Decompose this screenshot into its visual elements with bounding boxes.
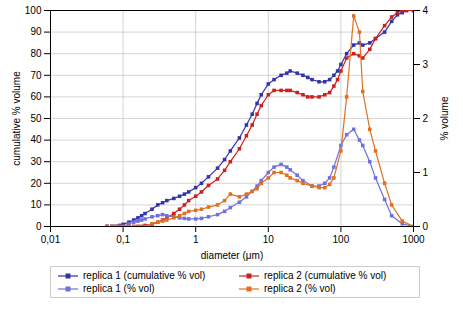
svg-text:50: 50 xyxy=(30,113,42,124)
html-text:replica 1 (% vol): replica 1 (% vol) xyxy=(83,283,155,294)
svg-text:1000: 1000 xyxy=(402,234,425,245)
svg-text:% volume: % volume xyxy=(439,96,450,140)
svg-text:0: 0 xyxy=(423,221,429,232)
svg-text:0,01: 0,01 xyxy=(41,234,61,245)
svg-text:0,1: 0,1 xyxy=(116,234,130,245)
svg-text:cumulative % volume: cumulative % volume xyxy=(11,71,22,166)
html-text:replica 2 (% vol): replica 2 (% vol) xyxy=(264,283,336,294)
svg-text:90: 90 xyxy=(30,26,42,37)
svg-text:diameter (μm): diameter (μm) xyxy=(201,250,263,261)
html-text:replica 2 (cumulative % vol): replica 2 (cumulative % vol) xyxy=(264,270,387,281)
svg-text:70: 70 xyxy=(30,70,42,81)
svg-text:30: 30 xyxy=(30,156,42,167)
svg-text:20: 20 xyxy=(30,178,42,189)
svg-text:60: 60 xyxy=(30,91,42,102)
svg-text:100: 100 xyxy=(25,5,42,16)
svg-text:40: 40 xyxy=(30,134,42,145)
svg-text:0: 0 xyxy=(36,221,42,232)
svg-text:1: 1 xyxy=(193,234,199,245)
svg-text:4: 4 xyxy=(423,5,429,16)
svg-text:3: 3 xyxy=(423,59,429,70)
svg-text:1: 1 xyxy=(423,167,429,178)
svg-text:2: 2 xyxy=(423,113,429,124)
svg-text:100: 100 xyxy=(333,234,350,245)
html-text:replica 1 (cumulative % vol): replica 1 (cumulative % vol) xyxy=(83,270,206,281)
svg-text:10: 10 xyxy=(263,234,275,245)
svg-text:10: 10 xyxy=(30,199,42,210)
svg-text:80: 80 xyxy=(30,48,42,59)
